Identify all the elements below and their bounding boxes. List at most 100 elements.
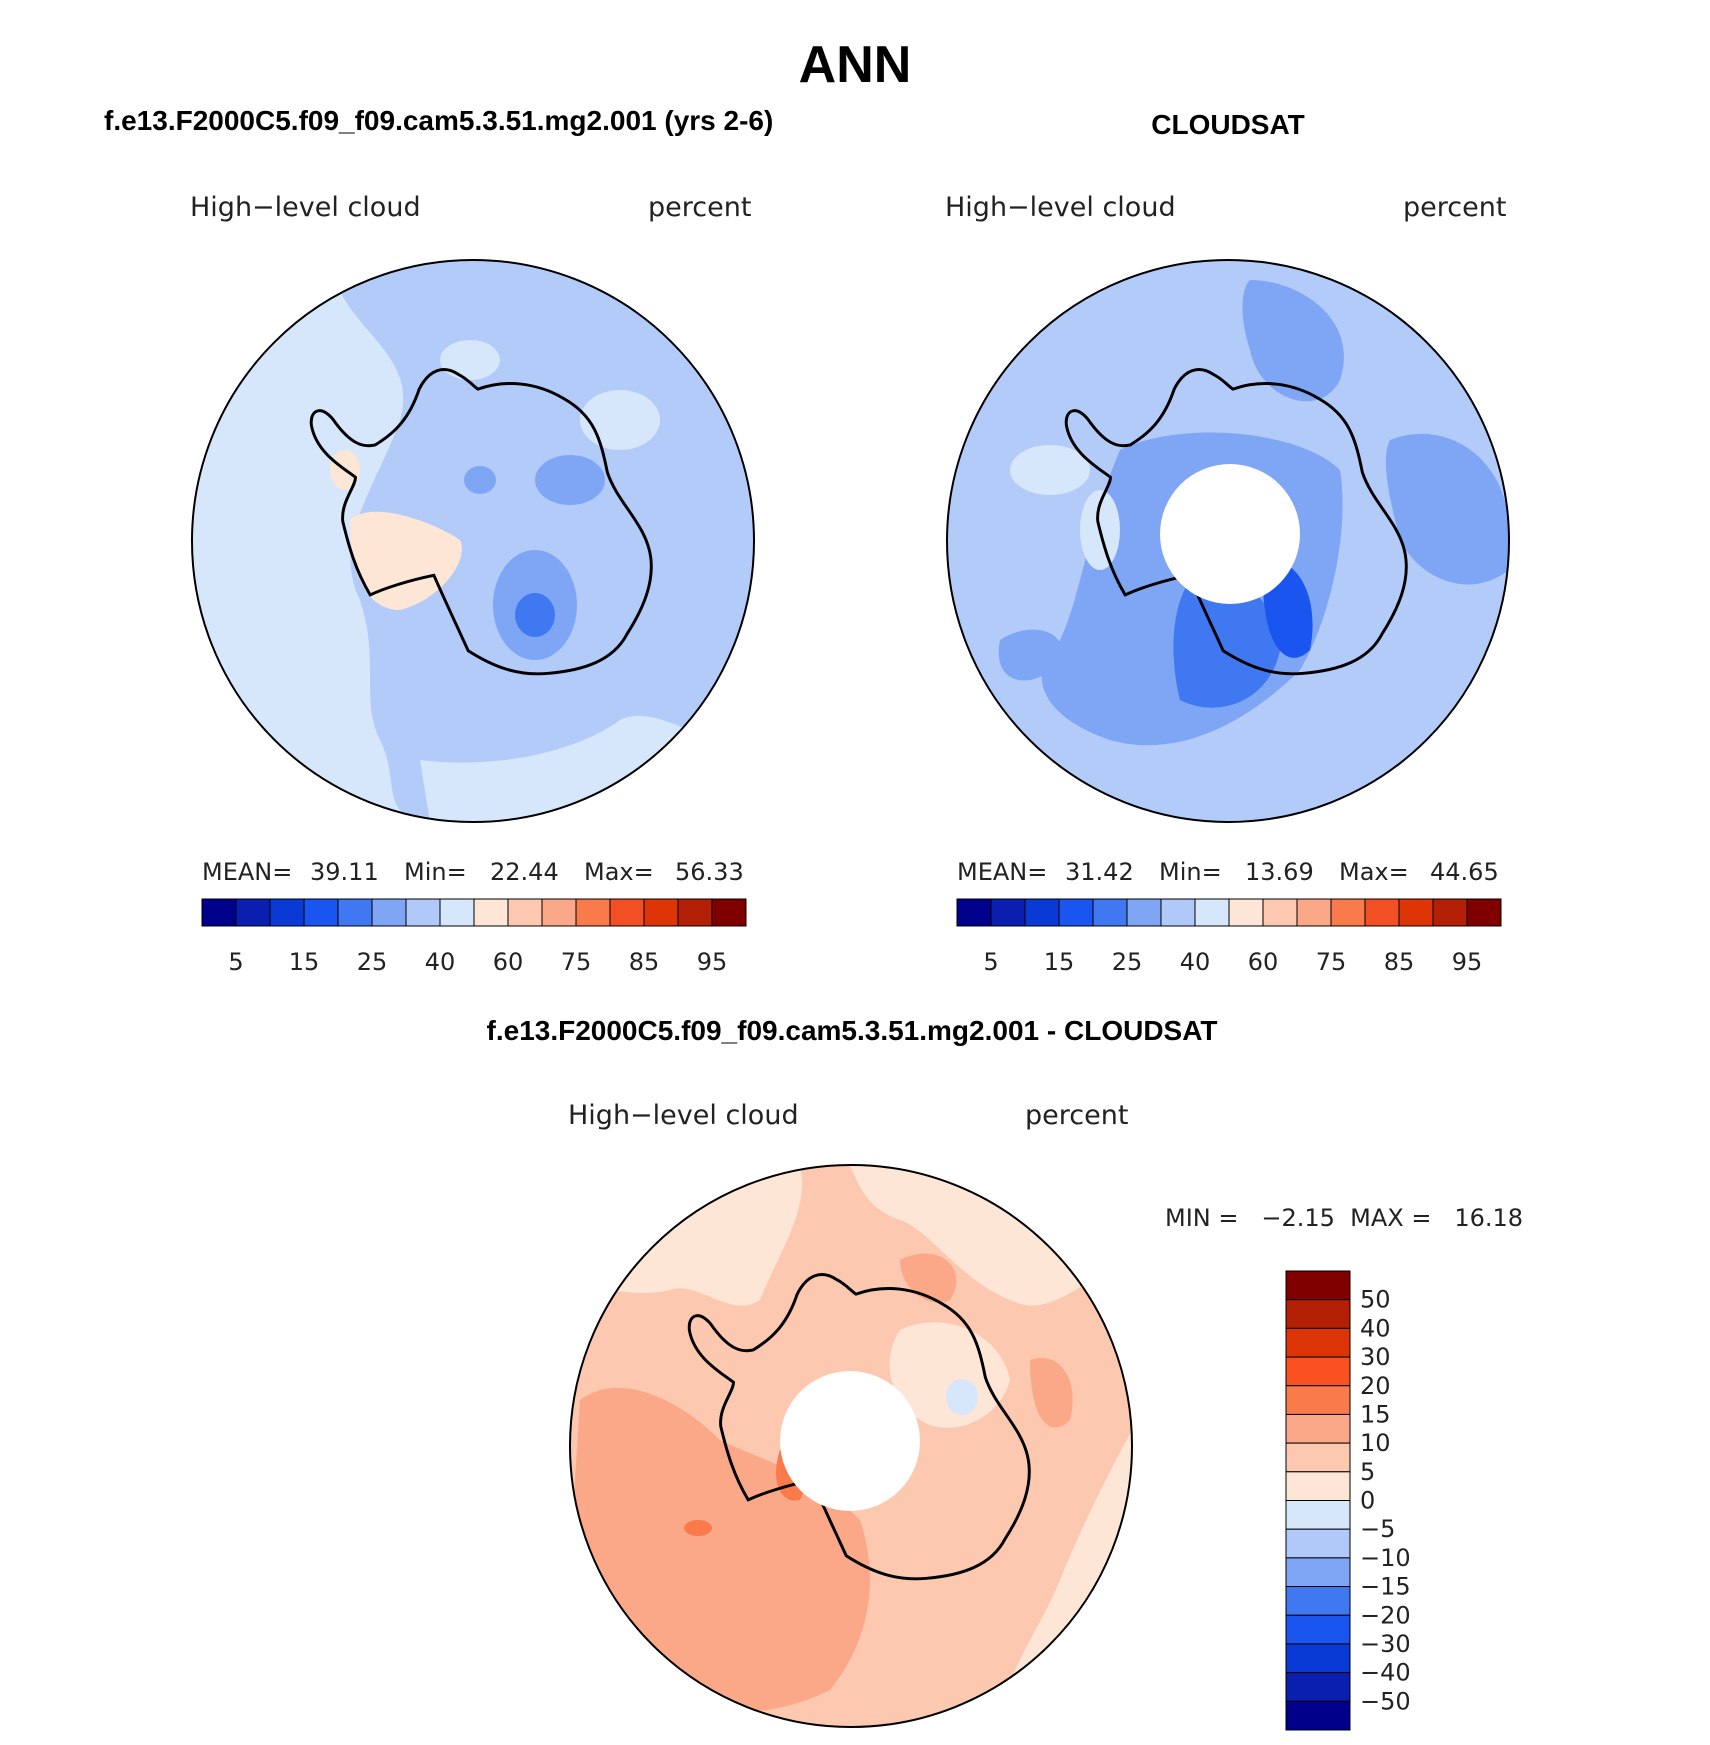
colorbar-swatch: [575, 898, 611, 927]
colorbar-tick-label: 20: [1360, 1372, 1391, 1400]
colorbar-swatch: [1285, 1442, 1351, 1473]
colorbar-swatch: [1024, 898, 1060, 927]
colorbar-swatch: [1285, 1270, 1351, 1301]
colorbar-swatch: [1364, 898, 1400, 927]
colorbar-tick-label: 50: [1360, 1286, 1391, 1314]
colorbar-tick-label: 15: [1360, 1400, 1391, 1428]
mean-label: MEAN=: [957, 858, 1047, 886]
panel-right-units: percent: [1403, 192, 1506, 223]
colorbar-tick-label: 60: [1248, 948, 1279, 976]
colorbar-tick-label: −20: [1360, 1601, 1411, 1629]
max-value: 44.65: [1430, 858, 1499, 886]
colorbar-tick-label: 5: [228, 948, 243, 976]
colorbar-tick-label: 85: [629, 948, 660, 976]
colorbar-swatch: [439, 898, 475, 927]
colorbar-swatch: [1285, 1500, 1351, 1530]
colorbar-tick-label: 75: [561, 948, 592, 976]
colorbar-tick-label: −15: [1360, 1573, 1411, 1601]
colorbar-swatch: [1262, 898, 1298, 927]
colorbar-swatch: [1285, 1528, 1351, 1559]
colorbar-swatch: [303, 898, 339, 927]
colorbar-tick-label: 25: [1112, 948, 1143, 976]
colorbar-swatch: [956, 898, 992, 927]
colorbar-swatch: [1285, 1471, 1351, 1501]
model-map: [191, 259, 755, 823]
colorbar-tick-label: 40: [1360, 1314, 1391, 1342]
colorbar-tick-label: 40: [1180, 948, 1211, 976]
colorbar-swatch: [235, 898, 271, 927]
colorbar-swatch: [711, 898, 747, 927]
min-value: 22.44: [490, 858, 559, 886]
colorbar-tick-label: 95: [697, 948, 728, 976]
colorbar-swatch: [1285, 1299, 1351, 1329]
colorbar-swatch: [1285, 1327, 1351, 1358]
max-value: 56.33: [675, 858, 744, 886]
colorbar-swatch: [1285, 1643, 1351, 1674]
colorbar-tick-label: 15: [1044, 948, 1075, 976]
max-label: Max=: [1339, 858, 1409, 886]
diff-variable: High−level cloud: [568, 1100, 799, 1131]
colorbar-swatch: [1296, 898, 1332, 927]
colorbar-tick-label: 10: [1360, 1429, 1391, 1457]
max-label: Max=: [584, 858, 654, 886]
colorbar-swatch: [1285, 1672, 1351, 1702]
colorbar-tick-label: 60: [493, 948, 524, 976]
colorbar-swatch: [1285, 1356, 1351, 1387]
colorbar-tick-label: 5: [1360, 1458, 1375, 1486]
colorbar-tick-label: −40: [1360, 1659, 1411, 1687]
mean-value: 31.42: [1065, 858, 1134, 886]
colorbar-swatch: [1285, 1614, 1351, 1645]
colorbar-swatch: [337, 898, 373, 927]
colorbar-tick-label: 0: [1360, 1487, 1375, 1515]
colorbar-tick-label: −5: [1360, 1515, 1395, 1543]
colorbar-swatch: [507, 898, 543, 927]
main-title: ANN: [799, 36, 912, 94]
colorbar-tick-label: 5: [983, 948, 998, 976]
panel-left-variable: High−level cloud: [190, 192, 421, 223]
panel-left-heading: f.e13.F2000C5.f09_f09.cam5.3.51.mg2.001 …: [104, 105, 773, 136]
colorbar-tick-label: 40: [425, 948, 456, 976]
mean-label: MEAN=: [202, 858, 292, 886]
colorbar-swatch: [609, 898, 645, 927]
colorbar-swatch: [405, 898, 441, 927]
cloudsat-map: [946, 259, 1510, 823]
colorbar-tick-label: 75: [1316, 948, 1347, 976]
colorbar-tick-label: 95: [1452, 948, 1483, 976]
colorbar-swatch: [1285, 1385, 1351, 1415]
min-label: Min=: [1159, 858, 1222, 886]
colorbar-tick-label: −50: [1360, 1687, 1411, 1715]
colorbar-swatch: [269, 898, 305, 927]
colorbar-swatch: [1126, 898, 1162, 927]
panel-right-stats: MEAN= 31.42 Min= 13.69 Max= 44.65: [957, 858, 1499, 886]
colorbar-swatch: [1285, 1413, 1351, 1444]
colorbar-tick-label: 30: [1360, 1343, 1391, 1371]
diff-minmax: MIN = −2.15 MAX = 16.18: [1165, 1204, 1523, 1232]
colorbar-swatch: [201, 898, 237, 927]
colorbar-swatch: [1398, 898, 1434, 927]
colorbar-swatch: [1432, 898, 1468, 927]
colorbar-tick-label: −30: [1360, 1630, 1411, 1658]
panel-right-heading: CLOUDSAT: [1151, 109, 1304, 140]
colorbar-swatch: [1330, 898, 1366, 927]
colorbar-right: 5 15 25 40 60 75 85 95: [956, 898, 1502, 976]
colorbar-swatch: [1228, 898, 1264, 927]
colorbar-swatch: [1092, 898, 1128, 927]
min-label: Min=: [404, 858, 467, 886]
colorbar-swatch: [1058, 898, 1094, 927]
min-value: 13.69: [1245, 858, 1314, 886]
difference-map: [569, 1164, 1133, 1728]
diff-heading: f.e13.F2000C5.f09_f09.cam5.3.51.mg2.001 …: [487, 1015, 1218, 1046]
mean-value: 39.11: [310, 858, 379, 886]
colorbar-swatch: [1160, 898, 1196, 927]
colorbar-swatch: [1285, 1700, 1351, 1731]
colorbar-tick-label: 25: [357, 948, 388, 976]
colorbar-swatch: [1285, 1586, 1351, 1616]
colorbar-tick-label: 85: [1384, 948, 1415, 976]
panel-right-variable: High−level cloud: [945, 192, 1176, 223]
panel-left-stats: MEAN= 39.11 Min= 22.44 Max= 56.33: [202, 858, 744, 886]
colorbar-swatch: [1466, 898, 1502, 927]
panel-left-units: percent: [648, 192, 751, 223]
colorbar-swatch: [1285, 1557, 1351, 1588]
colorbar-swatch: [1194, 898, 1230, 927]
colorbar-swatch: [371, 898, 407, 927]
